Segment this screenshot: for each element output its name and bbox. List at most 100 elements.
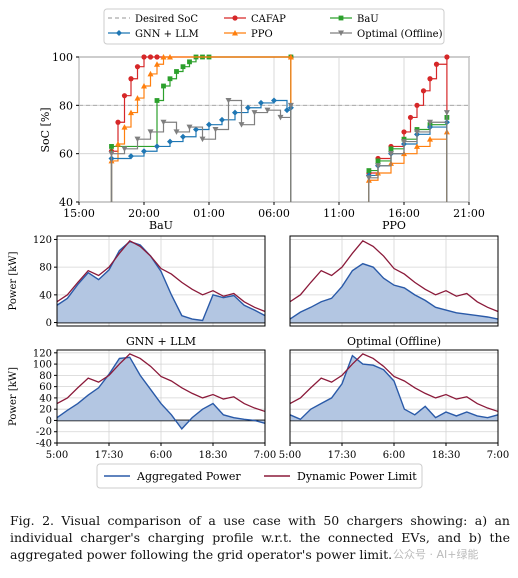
soc-legend-box bbox=[103, 8, 445, 45]
power-xtick-label: 6:00 bbox=[383, 450, 405, 461]
aggregated-power-line bbox=[56, 356, 266, 431]
soc-marker bbox=[366, 168, 372, 173]
soc-marker bbox=[414, 102, 420, 108]
aggregated-power-area bbox=[57, 241, 265, 323]
soc-ytick-label: 40 bbox=[59, 196, 73, 209]
soc-marker bbox=[174, 69, 179, 74]
power-axes-frame bbox=[56, 349, 266, 444]
power-xtick-label: 17:30 bbox=[95, 450, 124, 461]
power-panel-optimal-offline-: 5:00 17:30 6:00 18:30 7:00 Optimal (Offline) bbox=[279, 335, 509, 461]
soc-marker bbox=[160, 119, 167, 126]
soc-marker bbox=[109, 144, 114, 149]
soc-marker bbox=[128, 76, 134, 82]
soc-marker bbox=[167, 76, 173, 82]
power-ytick-label: 120 bbox=[33, 235, 52, 246]
soc-marker bbox=[147, 70, 154, 77]
soc-marker bbox=[277, 114, 284, 121]
soc-xtick-label: 16:00 bbox=[388, 207, 420, 220]
soc-marker bbox=[427, 136, 433, 142]
soc-marker bbox=[180, 64, 186, 70]
power-ytick-label: 80 bbox=[39, 371, 52, 382]
power-xtick-label: 5:00 bbox=[46, 450, 68, 461]
dynamic-power-limit-line bbox=[289, 353, 499, 413]
aggregated-power-line bbox=[289, 354, 499, 421]
soc-series-optimal-offline- bbox=[368, 112, 448, 202]
power-ytick-label: 0 bbox=[46, 318, 52, 329]
legend-label: Desired SoC bbox=[135, 14, 198, 25]
dynamic-power-limit-line bbox=[56, 240, 266, 313]
power-ytick-label: -20 bbox=[36, 427, 52, 438]
power-xtick-label: 5:00 bbox=[279, 450, 301, 461]
soc-marker bbox=[121, 93, 128, 99]
watermark: 公众号 · AI+绿能 bbox=[393, 548, 479, 561]
power-ytick-label: 20 bbox=[39, 405, 52, 416]
soc-marker bbox=[154, 98, 160, 103]
power-panel-title: GNN + LLM bbox=[126, 335, 196, 348]
legend-label: BaU bbox=[357, 14, 379, 25]
legend-label: GNN + LLM bbox=[135, 29, 199, 40]
soc-marker bbox=[238, 122, 245, 128]
soc-marker bbox=[232, 30, 238, 36]
dynamic-power-limit-line bbox=[289, 240, 499, 313]
aggregated-power-area bbox=[290, 263, 498, 323]
soc-chart: Desired SoC CAFAP BaU GNN + LLM PPO Optimal (… bbox=[39, 8, 485, 220]
soc-marker bbox=[186, 124, 193, 131]
soc-marker bbox=[206, 121, 212, 128]
aggregated-power-line bbox=[289, 262, 499, 320]
power-legend: Aggregated Power Dynamic Power Limit bbox=[96, 463, 423, 489]
soc-marker bbox=[161, 83, 166, 89]
power-axes-frame bbox=[56, 235, 266, 327]
soc-marker bbox=[338, 15, 344, 21]
soc-legend: Desired SoC CAFAP BaU GNN + LLM PPO Optimal (… bbox=[103, 8, 445, 45]
soc-marker bbox=[116, 30, 122, 36]
soc-marker bbox=[407, 114, 414, 121]
soc-marker bbox=[115, 119, 121, 125]
soc-xtick-label: 06:00 bbox=[258, 207, 290, 220]
power-xtick-label: 18:30 bbox=[199, 450, 228, 461]
soc-marker bbox=[375, 163, 381, 169]
power-ytick-label: 60 bbox=[39, 382, 52, 393]
power-panel-bau: 0 40 80 120 BaU Power [kW] bbox=[8, 219, 266, 329]
soc-marker bbox=[427, 119, 433, 126]
soc-ytick-label: 80 bbox=[59, 99, 73, 112]
legend-label: PPO bbox=[251, 29, 273, 40]
soc-ylabel: SoC [%] bbox=[39, 107, 52, 152]
power-panel-gnn-llm: 5:00 17:30 6:00 18:30 7:00 -40-20020406080100… bbox=[8, 335, 276, 461]
power-panel-title: PPO bbox=[382, 219, 406, 232]
soc-marker bbox=[365, 175, 372, 181]
soc-marker bbox=[251, 110, 258, 116]
aggregated-power-line bbox=[56, 240, 266, 322]
soc-ticks: 15:00 20:00 01:00 06:00 11:00 16:00 21:00 40 60 8… bbox=[52, 51, 485, 220]
soc-marker bbox=[180, 133, 186, 140]
soc-marker bbox=[232, 109, 238, 116]
soc-marker bbox=[401, 139, 407, 145]
soc-marker bbox=[167, 138, 173, 145]
power-ytick-label: 120 bbox=[33, 348, 52, 359]
power-ytick-label: 40 bbox=[39, 393, 52, 404]
soc-marker bbox=[134, 95, 141, 101]
soc-marker bbox=[147, 54, 154, 60]
soc-ytick-label: 100 bbox=[52, 51, 73, 64]
soc-marker bbox=[444, 54, 450, 60]
power-xtick-label: 7:00 bbox=[487, 450, 509, 461]
soc-series-bau bbox=[368, 117, 448, 202]
soc-marker bbox=[219, 116, 225, 123]
legend-label: Optimal (Offline) bbox=[357, 29, 443, 40]
soc-marker bbox=[264, 107, 271, 114]
aggregated-power-area bbox=[290, 355, 498, 421]
soc-marker bbox=[245, 104, 251, 111]
soc-marker bbox=[128, 109, 134, 116]
power-legend-label: Dynamic Power Limit bbox=[297, 470, 417, 483]
power-ytick-label: -40 bbox=[36, 439, 52, 450]
soc-xtick-label: 21:00 bbox=[453, 207, 485, 220]
figure-caption: Fig. 2. Visual comparison of a use case … bbox=[10, 513, 510, 562]
soc-marker bbox=[141, 83, 147, 89]
soc-series-ppo bbox=[368, 131, 448, 202]
power-ylabel: Power [kW] bbox=[8, 367, 19, 426]
soc-marker bbox=[433, 61, 440, 67]
soc-series-gnn-llm bbox=[368, 122, 448, 202]
soc-marker bbox=[141, 54, 147, 60]
power-ylabel: Power [kW] bbox=[8, 251, 19, 310]
power-axes-frame bbox=[289, 235, 499, 327]
